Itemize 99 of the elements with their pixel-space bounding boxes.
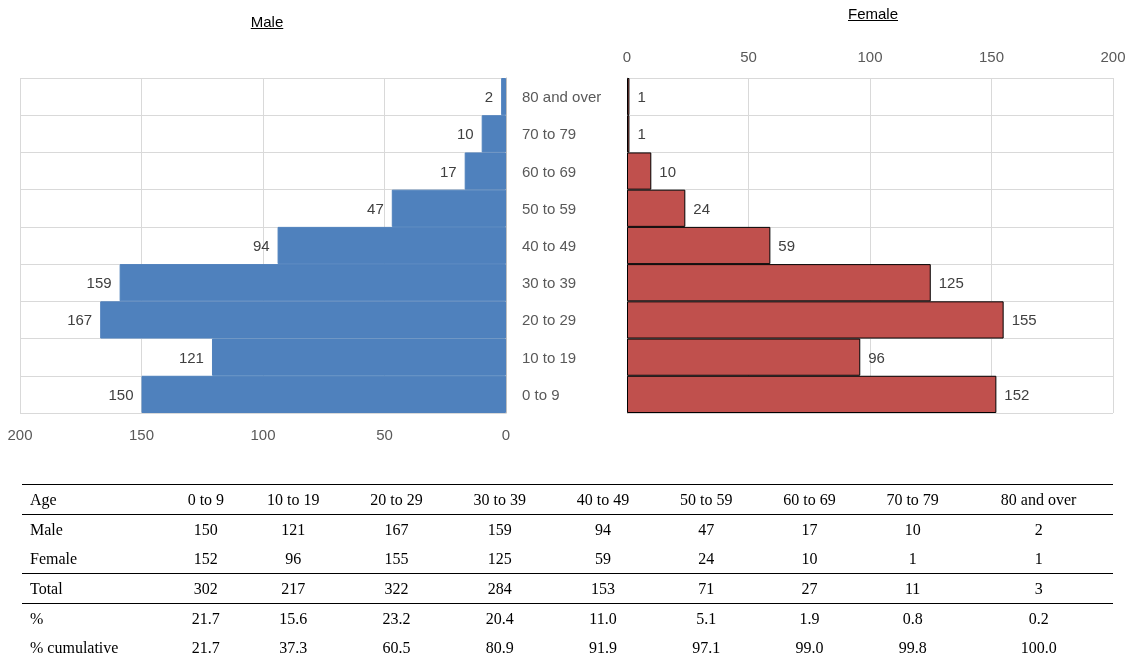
data-label: 94 <box>252 237 270 254</box>
category-label: 20 to 29 <box>369 489 424 510</box>
data-label: 125 <box>486 548 513 569</box>
data-label: 5.1 <box>695 608 718 629</box>
x-tick-label: 200 <box>7 426 33 443</box>
data-label: 11 <box>903 578 922 599</box>
y-tick-label: 30 to 39 <box>522 274 577 292</box>
y-tick-label: 70 to 79 <box>522 125 577 143</box>
data-label: 21.7 <box>190 637 221 658</box>
data-label: 47 <box>367 199 384 217</box>
data-label: 167 <box>383 519 410 540</box>
data-label: 155 <box>1011 311 1037 329</box>
data-label: 150 <box>192 519 219 540</box>
data-label: 1 <box>907 548 918 569</box>
data-label: 121 <box>280 519 307 540</box>
data-label: 2 <box>484 88 494 106</box>
data-label: 24 <box>697 548 716 569</box>
data-label: 155 <box>383 548 410 569</box>
data-label: 150 <box>108 385 134 403</box>
category-label: 80 and over <box>999 489 1078 510</box>
data-label: 1.9 <box>798 608 821 629</box>
data-label: 10 <box>659 162 676 180</box>
data-label: 0.2 <box>1027 608 1050 629</box>
category-label: 0 to 9 <box>186 489 226 510</box>
data-label: 284 <box>486 578 513 599</box>
data-label: 153 <box>590 578 616 599</box>
data-label: 121 <box>178 348 204 366</box>
category-label: 50 to 59 <box>679 489 734 510</box>
x-tick-label: 0 <box>622 48 632 65</box>
x-tick-label: 200 <box>1100 48 1126 65</box>
x-tick-label: 100 <box>857 48 883 65</box>
data-label: 1 <box>637 125 646 143</box>
data-label: 97.1 <box>691 637 722 658</box>
data-label: 20.4 <box>484 608 515 629</box>
x-tick-label: 50 <box>740 48 757 65</box>
data-label: 60.5 <box>381 637 412 658</box>
y-tick-label: 50 to 59 <box>522 199 577 217</box>
data-label: 80.9 <box>484 637 515 658</box>
data-label: 217 <box>280 578 307 599</box>
data-label: 10 <box>903 519 922 540</box>
category-label: 70 to 79 <box>885 489 940 510</box>
data-label: 100.0 <box>1019 637 1058 658</box>
data-label: 159 <box>486 519 513 540</box>
data-label: 71 <box>697 578 716 599</box>
chart-title: Female <box>847 5 899 22</box>
y-tick-label: 10 to 19 <box>522 348 577 366</box>
x-tick-label: 100 <box>250 426 276 443</box>
data-label: 10 <box>457 125 474 143</box>
data-label: 302 <box>192 578 219 599</box>
category-label: 60 to 69 <box>782 489 837 510</box>
text: Total <box>29 578 64 599</box>
data-label: 21.7 <box>190 608 221 629</box>
data-label: 1 <box>637 88 646 106</box>
data-label: 3 <box>1033 578 1044 599</box>
data-label: 99.0 <box>794 637 825 658</box>
text: Female <box>29 548 79 569</box>
data-label: 1 <box>1033 548 1044 569</box>
data-label: 99.8 <box>897 637 928 658</box>
data-label: 2 <box>1033 519 1044 540</box>
data-label: 96 <box>868 348 885 366</box>
data-label: 94 <box>594 519 612 540</box>
data-label: 15.6 <box>278 608 309 629</box>
data-label: 23.2 <box>381 608 412 629</box>
data-label: 59 <box>594 548 612 569</box>
x-tick-label: 150 <box>128 426 155 443</box>
data-label: 37.3 <box>278 637 309 658</box>
data-label: 27 <box>800 578 819 599</box>
data-label: 10 <box>800 548 819 569</box>
category-label: 30 to 39 <box>472 489 527 510</box>
data-label: 59 <box>778 237 796 254</box>
data-label: 24 <box>693 199 711 217</box>
x-tick-label: 150 <box>978 48 1005 65</box>
data-label: 47 <box>697 519 716 540</box>
data-label: 0.8 <box>901 608 924 629</box>
text: % <box>29 608 45 629</box>
x-tick-label: 0 <box>501 426 511 443</box>
category-label: 10 to 19 <box>266 489 321 510</box>
data-label: 17 <box>800 519 819 540</box>
data-label: 152 <box>1004 385 1030 403</box>
x-tick-label: 50 <box>376 426 393 443</box>
data-label: 152 <box>192 548 219 569</box>
y-tick-label: 60 to 69 <box>522 162 577 180</box>
chart-title: Male <box>249 13 285 30</box>
y-tick-label: 20 to 29 <box>522 311 577 329</box>
category-label: 40 to 49 <box>575 489 631 510</box>
data-label: 11.0 <box>588 608 618 629</box>
data-label: 17 <box>440 162 457 180</box>
y-tick-label: 40 to 49 <box>522 237 577 254</box>
text: % cumulative <box>29 637 120 658</box>
data-label: 159 <box>86 274 112 292</box>
data-label: 167 <box>67 311 93 329</box>
data-label: 96 <box>284 548 303 569</box>
text: Male <box>29 519 64 540</box>
y-tick-label: 0 to 9 <box>522 385 560 403</box>
data-label: 125 <box>938 274 964 292</box>
data-label: 322 <box>383 578 410 599</box>
text: Age <box>29 489 58 511</box>
data-label: 91.9 <box>588 637 618 658</box>
y-tick-label: 80 and over <box>522 88 602 106</box>
